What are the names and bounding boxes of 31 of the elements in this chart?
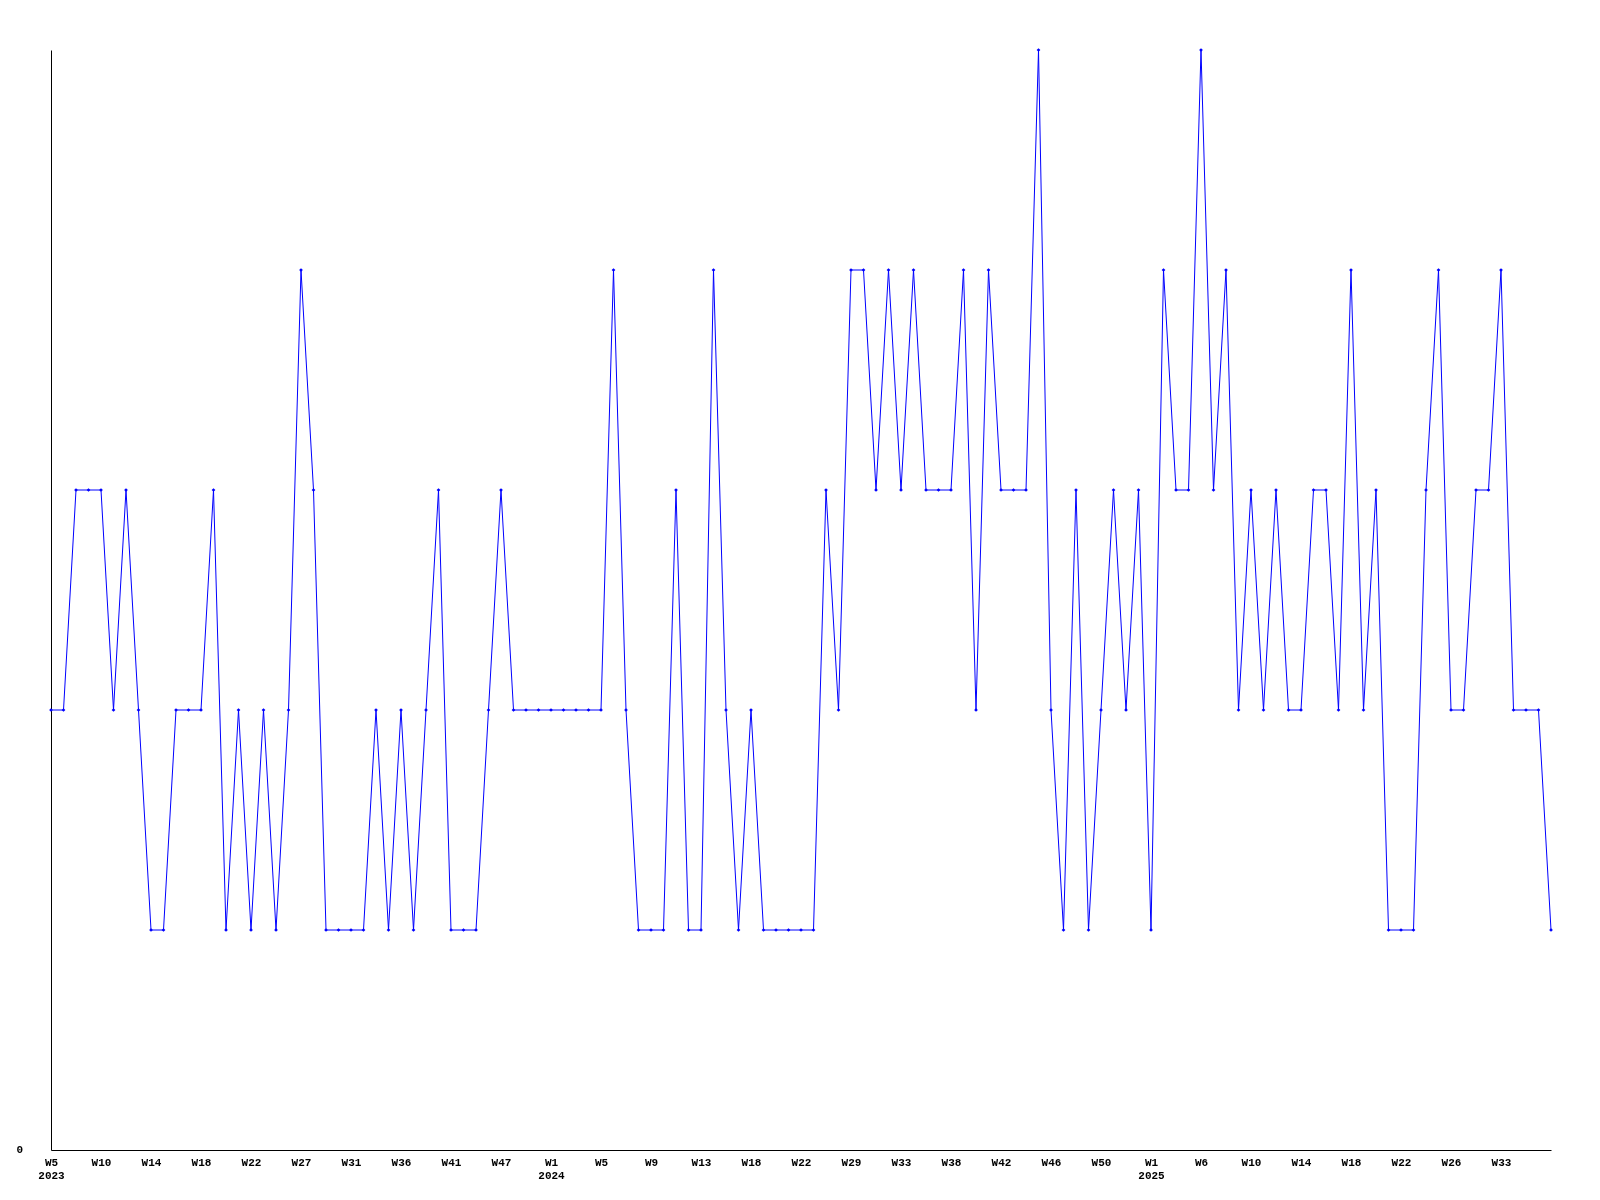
x-tick-label: W22: [791, 1156, 812, 1169]
x-tick-label: W27: [291, 1156, 312, 1169]
x-tick-label: W9: [644, 1156, 659, 1169]
x-tick-label: W50: [1091, 1156, 1112, 1169]
text: 0: [16, 1144, 23, 1156]
x-tick-label: W18: [741, 1156, 762, 1169]
x-tick-label: W36: [391, 1156, 412, 1169]
x-tick-label: W42: [991, 1156, 1012, 1169]
x-tick-label: W38: [941, 1156, 962, 1169]
x-tick-label: W31: [341, 1156, 362, 1169]
x-tick-label: W26: [1441, 1156, 1462, 1169]
x-tick-label: W1 2024: [538, 1156, 566, 1182]
x-tick-label: W18: [191, 1156, 212, 1169]
x-tick-label: W6: [1194, 1156, 1209, 1169]
x-tick-label: W22: [241, 1156, 262, 1169]
x-tick-label: W14: [1291, 1156, 1312, 1169]
x-tick-label: W5 2023: [38, 1156, 66, 1182]
x-tick-label: W29: [841, 1156, 862, 1169]
x-tick-label: W10: [1241, 1156, 1262, 1169]
x-tick-label: W5: [594, 1156, 609, 1169]
x-tick-label: W47: [491, 1156, 512, 1169]
x-tick-label: W14: [141, 1156, 162, 1169]
x-tick-label: W46: [1041, 1156, 1062, 1169]
x-tick-label: W1 2025: [1138, 1156, 1166, 1182]
x-tick-label: W13: [691, 1156, 712, 1169]
x-tick-label: W10: [91, 1156, 112, 1169]
x-tick-label: W33: [1491, 1156, 1512, 1169]
x-tick-label: W41: [441, 1156, 462, 1169]
x-tick-label: W22: [1391, 1156, 1412, 1169]
x-tick-label: W33: [891, 1156, 912, 1169]
x-tick-label: W18: [1341, 1156, 1362, 1169]
